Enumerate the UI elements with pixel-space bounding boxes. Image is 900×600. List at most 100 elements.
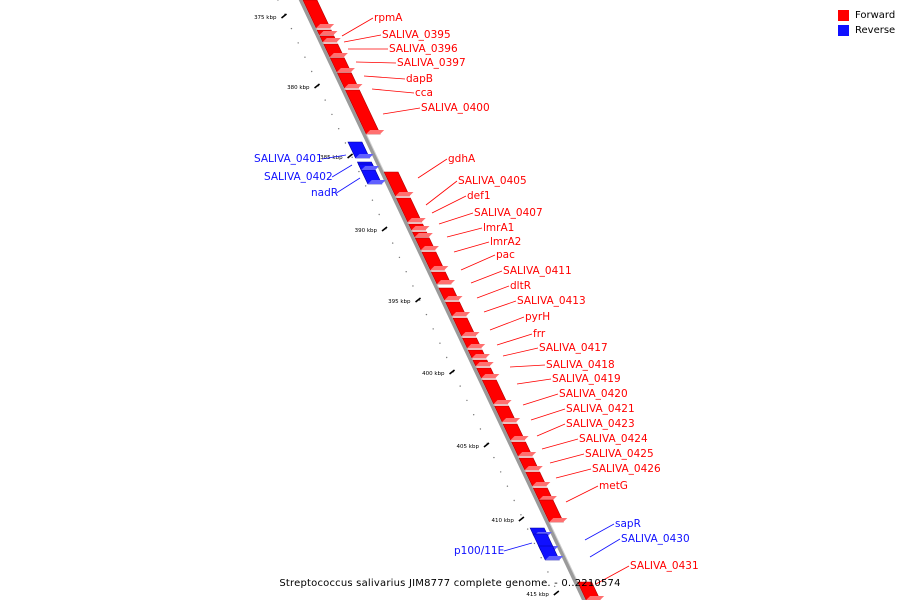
gene-feature	[357, 163, 380, 171]
gene-feature	[347, 141, 374, 159]
legend-entry-forward: Forward	[838, 8, 895, 23]
gene-feature	[302, 0, 335, 29]
gene-label: SALIVA_0395	[382, 29, 451, 41]
tick-dot	[304, 56, 306, 58]
tick-dot	[533, 542, 536, 545]
gene-leader-line	[431, 195, 467, 214]
gene-block-shade	[461, 332, 480, 336]
legend-label-reverse: Reverse	[855, 25, 896, 36]
gene-feature	[329, 57, 355, 73]
tick-mark	[518, 516, 525, 522]
gene-block-shade	[549, 518, 568, 522]
gene-block-shade	[336, 68, 355, 72]
gene-leader-line	[438, 212, 474, 225]
tick-dot	[297, 42, 299, 44]
gene-label: SALIVA_0417	[539, 342, 608, 354]
gene-label: frr	[533, 328, 546, 340]
gene-feature	[344, 89, 385, 135]
strand-legend: Forward Reverse	[838, 8, 895, 38]
gene-leader-line	[371, 88, 415, 94]
tick-dot	[432, 328, 434, 330]
gene-leader-line	[322, 154, 347, 160]
gene-block-shade	[407, 218, 426, 222]
gene-feature	[445, 301, 471, 317]
gene-feature	[518, 457, 543, 471]
gene-label: lmrA2	[490, 236, 521, 248]
tick-mark	[415, 297, 422, 303]
gene-leader-line	[516, 378, 552, 385]
gene-label: SALIVA_0405	[458, 175, 527, 187]
gene-leader-line	[336, 177, 361, 194]
gene-feature	[532, 487, 557, 501]
gene-label: dapB	[406, 73, 433, 85]
tick-label: 405 kbp	[457, 444, 480, 450]
tick-mark	[314, 83, 321, 89]
gene-block-shade	[452, 312, 471, 316]
gene-feature	[577, 581, 605, 600]
gene-block-shade	[586, 596, 605, 600]
gene-block-shade	[518, 452, 537, 456]
gene-label: cca	[415, 87, 433, 99]
tick-mark	[553, 590, 560, 596]
tick-dot	[398, 256, 401, 259]
tick-dot	[466, 399, 468, 402]
gene-block-shade	[471, 354, 490, 358]
gene-leader-line	[425, 180, 458, 206]
gene-feature	[525, 471, 551, 487]
tick-dot	[526, 528, 529, 530]
gene-leader-line	[509, 364, 546, 368]
gene-leader-line	[470, 270, 503, 284]
gene-leader-line	[476, 285, 510, 299]
tick-dot	[378, 213, 380, 216]
gene-block-shade	[532, 482, 551, 486]
gene-leader-line	[331, 164, 353, 178]
gene-block-shade	[361, 166, 380, 170]
gene-leader-line	[489, 316, 525, 331]
gene-leader-line	[536, 423, 566, 437]
gene-feature	[511, 441, 537, 457]
gene-leader-line	[343, 34, 382, 43]
tick-dot	[472, 414, 475, 416]
tick-dot	[439, 342, 441, 344]
backbone-line	[298, 0, 587, 600]
tick-dot	[351, 156, 353, 158]
tick-dot	[513, 499, 515, 502]
tick-mark	[449, 369, 456, 375]
tick-dot	[445, 356, 448, 359]
tick-dot	[337, 128, 340, 130]
gene-block-shade	[510, 436, 529, 440]
gene-block-shade	[316, 24, 335, 28]
gene-label: lmrA1	[483, 222, 514, 234]
gene-leader-line	[341, 17, 374, 37]
tick-dot	[358, 170, 360, 173]
tick-label: 390 kbp	[355, 228, 378, 234]
gene-label: SALIVA_0413	[517, 295, 586, 307]
gene-block	[577, 581, 601, 600]
gene-feature	[481, 379, 512, 405]
gene-leader-line	[460, 254, 496, 271]
gene-label: SALIVA_0424	[579, 433, 648, 445]
gene-block-shade	[414, 233, 433, 237]
gene-leader-line	[522, 393, 559, 406]
tick-label: 395 kbp	[388, 299, 411, 305]
tick-mark	[381, 226, 388, 232]
gene-leader-line	[382, 107, 421, 115]
gene-feature	[494, 405, 521, 423]
gene-block-shade	[367, 180, 386, 184]
tick-dot	[412, 285, 414, 287]
legend-label-forward: Forward	[855, 10, 896, 21]
tick-dot	[344, 142, 347, 144]
forward-swatch	[838, 10, 849, 21]
tick-dot	[310, 70, 313, 73]
gene-leader-line	[453, 241, 490, 253]
gene-leader-line	[565, 485, 599, 503]
gene-block-shade	[481, 374, 500, 378]
gene-label: SALIVA_0425	[585, 448, 654, 460]
tick-mark	[483, 442, 490, 448]
gene-leader-line	[446, 227, 483, 238]
gene-label: SALIVA_0421	[566, 403, 635, 415]
gene-feature	[323, 43, 348, 58]
gene-feature	[467, 349, 490, 359]
gene-leader-line	[589, 538, 621, 558]
gene-block-shade	[322, 38, 341, 42]
